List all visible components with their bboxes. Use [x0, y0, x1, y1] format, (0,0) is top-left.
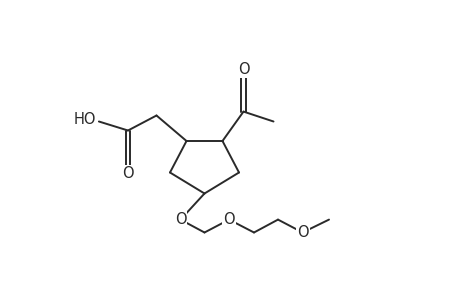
- Text: O: O: [223, 212, 235, 227]
- Text: HO: HO: [73, 112, 95, 128]
- Text: O: O: [174, 212, 186, 227]
- Text: O: O: [122, 167, 134, 182]
- Text: O: O: [237, 62, 249, 77]
- Text: O: O: [296, 225, 308, 240]
